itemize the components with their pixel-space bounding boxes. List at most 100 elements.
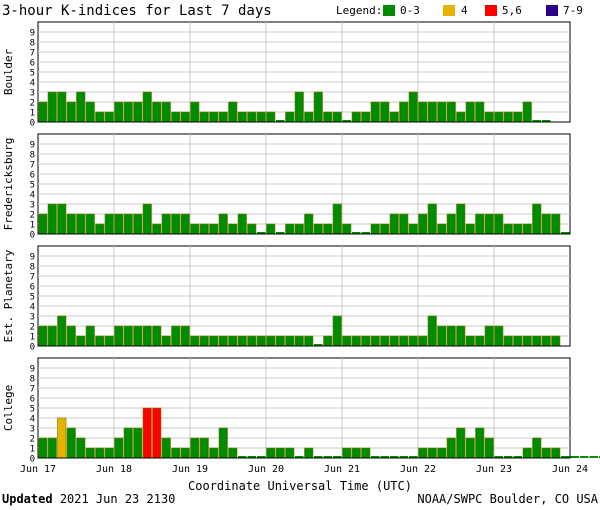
bar [66, 101, 76, 123]
bar [494, 111, 504, 123]
bar [180, 325, 190, 347]
bar [342, 223, 352, 235]
bar [152, 101, 162, 123]
panel-label: Fredericksburg [2, 138, 15, 231]
bar [332, 111, 342, 123]
bar [66, 427, 76, 459]
bar [285, 335, 295, 347]
bar [228, 223, 238, 235]
bar [513, 456, 522, 458]
bar [532, 203, 542, 235]
bar [503, 335, 513, 347]
bar [104, 335, 114, 347]
legend-text-5-6: 5,6 [502, 4, 522, 17]
bar [95, 111, 105, 123]
bar [190, 223, 200, 235]
bar [494, 213, 504, 235]
legend-swatch-7-9 [546, 5, 558, 16]
bar [494, 456, 503, 458]
bar [114, 437, 124, 459]
y-tick-label: 8 [30, 151, 35, 161]
y-tick-label: 4 [30, 303, 35, 313]
bar [180, 213, 190, 235]
bar [294, 91, 304, 123]
bar [418, 335, 428, 347]
bar [256, 111, 266, 123]
bar [237, 111, 247, 123]
bar [257, 456, 266, 458]
bar [123, 213, 133, 235]
bar [133, 101, 143, 123]
bar [295, 456, 304, 458]
bar [446, 437, 456, 459]
y-tick-label: 6 [30, 59, 35, 69]
bar [95, 223, 105, 235]
bar [276, 232, 285, 234]
y-tick-label: 2 [30, 211, 35, 221]
x-tick-label: Jun 21 [324, 464, 360, 475]
bar [494, 325, 504, 347]
y-tick-label: 1 [30, 109, 35, 119]
x-tick-label: Jun 23 [476, 464, 512, 475]
bar [95, 447, 105, 459]
footer-source: NOAA/SWPC Boulder, CO USA [417, 492, 598, 506]
bar [551, 213, 561, 235]
bar [104, 447, 114, 459]
y-tick-label: 8 [30, 263, 35, 273]
y-tick-label: 9 [30, 253, 35, 263]
bar [199, 223, 209, 235]
bar [304, 213, 314, 235]
bar [456, 325, 466, 347]
bar [104, 213, 114, 235]
bar [332, 315, 342, 347]
legend-swatch-4 [443, 5, 455, 16]
bar [541, 213, 551, 235]
bar [532, 437, 542, 459]
bar [542, 120, 551, 122]
bar [361, 335, 371, 347]
bar [95, 335, 105, 347]
legend-text-0-3: 0-3 [400, 4, 420, 17]
bar [437, 325, 447, 347]
bar [465, 101, 475, 123]
bar [142, 203, 152, 235]
bar [456, 203, 466, 235]
bar [370, 335, 380, 347]
y-tick-label: 4 [30, 415, 35, 425]
bar [152, 223, 162, 235]
x-tick-label: Jun 19 [172, 464, 208, 475]
x-tick-label: Jun 22 [400, 464, 436, 475]
bar [399, 213, 409, 235]
bar [389, 335, 399, 347]
bar [123, 101, 133, 123]
bar [209, 223, 219, 235]
bar [380, 456, 389, 458]
bar [437, 223, 447, 235]
bar [114, 213, 124, 235]
bar [361, 232, 370, 234]
bar [57, 91, 67, 123]
bar [484, 325, 494, 347]
y-tick-label: 2 [30, 99, 35, 109]
bar [475, 213, 485, 235]
bar [66, 213, 76, 235]
bar [342, 335, 352, 347]
bar [47, 91, 57, 123]
bar [161, 213, 171, 235]
bar [352, 232, 361, 234]
bar [475, 427, 485, 459]
y-tick-label: 6 [30, 395, 35, 405]
x-axis-label: Coordinate Universal Time (UTC) [188, 479, 412, 493]
legend-label: Legend: [336, 4, 382, 17]
bar [266, 111, 276, 123]
footer-updated: Updated 2021 Jun 23 2130 [2, 492, 175, 506]
bar [237, 335, 247, 347]
bar [570, 456, 579, 458]
bar [228, 447, 238, 459]
bar [427, 101, 437, 123]
bar [522, 101, 532, 123]
bar [133, 325, 143, 347]
y-tick-label: 0 [30, 455, 35, 465]
